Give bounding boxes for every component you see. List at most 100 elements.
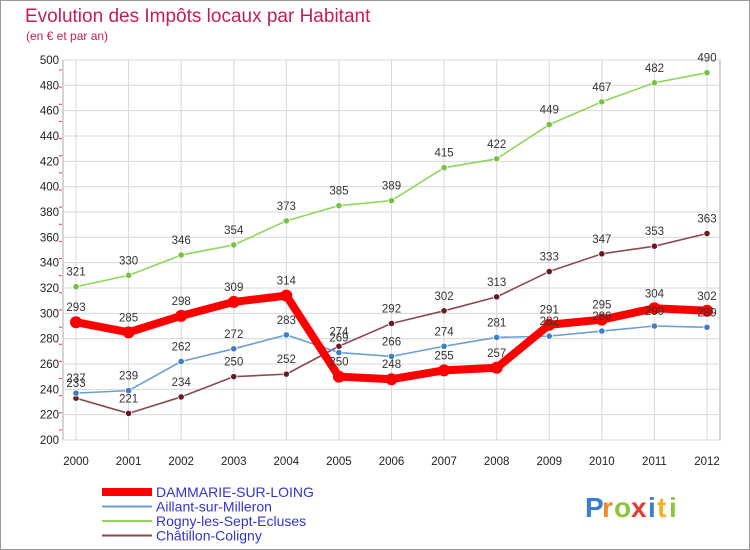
data-point (385, 373, 398, 386)
data-point (545, 332, 553, 340)
x-tick-label: 2011 (642, 456, 667, 468)
data-label: 237 (66, 373, 85, 385)
x-tick-label: 2000 (63, 456, 89, 468)
data-label: 234 (172, 377, 192, 389)
data-label: 354 (224, 225, 244, 237)
data-label: 281 (487, 317, 506, 329)
data-label: 321 (66, 267, 85, 279)
x-tick-label: 2002 (168, 456, 194, 468)
y-tick-label: 500 (40, 55, 59, 67)
x-tick-label: 2008 (484, 456, 510, 468)
data-point (280, 289, 293, 302)
data-label: 333 (540, 252, 559, 264)
data-label: 330 (119, 255, 138, 267)
y-tick-label: 360 (40, 232, 59, 244)
legend-label: Châtillon-Coligny (156, 528, 262, 544)
data-point (543, 318, 556, 331)
data-label: 285 (119, 312, 138, 324)
data-point (648, 302, 661, 315)
data-label: 274 (329, 326, 349, 338)
data-point (72, 283, 80, 291)
data-point (650, 79, 659, 87)
data-point (124, 386, 133, 395)
data-point (177, 251, 185, 259)
y-tick-label: 240 (40, 384, 59, 396)
y-tick-label: 260 (40, 359, 59, 371)
data-point (230, 345, 238, 353)
chart-subtitle: (en € et par an) (26, 29, 108, 43)
legend-label: DAMMARIE-SUR-LOING (156, 484, 314, 500)
proxiti-logo: Pr o x i t i (585, 492, 677, 523)
data-label: 314 (277, 276, 297, 288)
plot-area: 200 220 240 260 280 300 320 340 360 380 400 420 440 4… (40, 53, 721, 468)
data-label: 415 (434, 148, 453, 160)
y-tick-label: 320 (40, 283, 59, 295)
data-point (545, 121, 553, 129)
logo-letter: i (669, 492, 677, 523)
data-point (598, 327, 606, 335)
data-point (230, 373, 238, 381)
x-tick-label: 2001 (116, 456, 142, 468)
data-label: 313 (487, 277, 506, 289)
data-point (703, 69, 711, 77)
x-tick-label: 2003 (221, 456, 247, 468)
data-point (440, 164, 448, 172)
chart-title: Evolution des Impôts locaux par Habitant (25, 6, 371, 27)
data-label: 290 (645, 306, 664, 318)
data-point (175, 309, 188, 322)
data-label: 248 (382, 359, 401, 371)
data-label: 490 (697, 53, 716, 65)
data-point (703, 323, 711, 331)
data-label: 373 (277, 201, 296, 213)
data-label: 295 (592, 300, 611, 312)
data-point (387, 352, 396, 360)
data-label: 250 (329, 357, 348, 369)
data-point (493, 333, 501, 341)
data-point (490, 361, 503, 374)
data-point (387, 197, 396, 205)
x-tick-label: 2006 (379, 456, 405, 468)
data-point (701, 304, 713, 317)
y-tick-label: 400 (40, 182, 59, 194)
data-label: 252 (277, 354, 296, 366)
legend: DAMMARIE-SUR-LOINGAillant-sur-MilleronRo… (102, 484, 314, 544)
data-point (332, 370, 345, 383)
data-point (598, 98, 606, 106)
data-point (335, 348, 343, 357)
data-point (230, 241, 238, 249)
y-tick-label: 380 (40, 207, 59, 219)
logo-letter: P (585, 492, 604, 523)
data-point (493, 293, 501, 301)
data-label: 272 (224, 329, 243, 341)
legend-label: Rogny-les-Sept-Ecluses (156, 513, 306, 529)
data-label: 293 (66, 302, 85, 314)
data-label: 221 (119, 393, 138, 405)
data-label: 269 (329, 333, 348, 345)
data-point (227, 295, 240, 308)
data-point (177, 393, 185, 401)
data-point (70, 316, 82, 329)
data-point (703, 229, 711, 238)
data-point (72, 389, 80, 397)
data-label: 262 (172, 341, 191, 353)
data-label: 309 (224, 282, 243, 294)
data-label: 257 (487, 348, 506, 360)
y-tick-label: 460 (40, 106, 59, 118)
x-tick-label: 2009 (536, 456, 562, 468)
data-point (282, 217, 290, 225)
data-label: 346 (172, 235, 191, 247)
data-label: 250 (224, 357, 243, 369)
y-tick-label: 420 (40, 156, 59, 168)
x-tick-label: 2010 (589, 456, 615, 468)
x-tick-label: 2012 (694, 456, 720, 468)
logo-letter: o (614, 492, 631, 523)
data-label: 289 (697, 307, 716, 319)
y-tick-label: 220 (40, 410, 59, 422)
y-tick-label: 440 (40, 131, 59, 143)
logo-letter: r (602, 492, 613, 523)
y-tick-label: 280 (40, 334, 59, 346)
data-point (650, 242, 659, 250)
data-point (545, 267, 553, 276)
